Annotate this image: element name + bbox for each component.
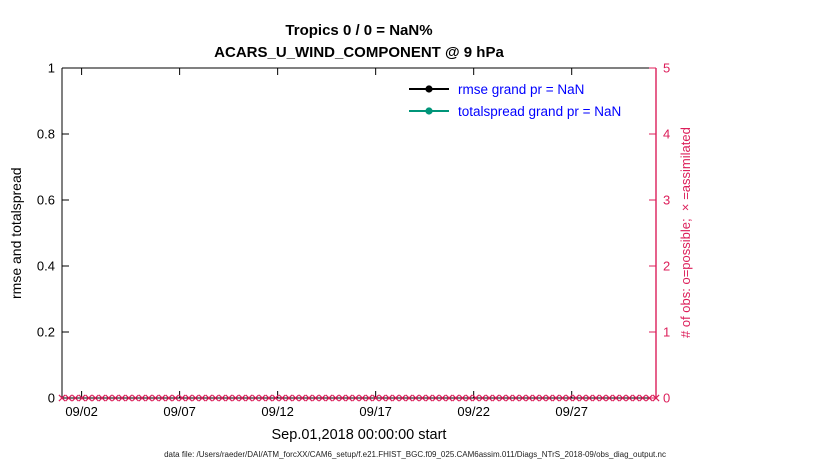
legend-label-totalspread: totalspread grand pr = NaN: [458, 103, 622, 119]
y-tick-label-left: 0.8: [37, 127, 55, 142]
y-tick-label-left: 0: [48, 391, 55, 406]
y-tick-label-right: 0: [663, 391, 670, 406]
x-axis: 09/02 09/07 09/12 09/17 09/22 09/27: [65, 68, 588, 419]
data-file-path: data file: /Users/raeder/DAI/ATM_forcXX/…: [164, 450, 666, 459]
y-tick-label-right: 3: [663, 193, 670, 208]
y-axis-left: 0 0.2 0.4 0.6 0.8 1: [37, 61, 69, 406]
chart-title-line2: ACARS_U_WIND_COMPONENT @ 9 hPa: [214, 44, 504, 61]
y-tick-label-right: 4: [663, 127, 670, 142]
x-tick-label: 09/07: [163, 404, 196, 419]
legend-entry-totalspread: totalspread grand pr = NaN: [408, 100, 621, 122]
chart-title-line1: Tropics 0 / 0 = NaN%: [285, 22, 433, 39]
y-tick-label-right: 5: [663, 61, 670, 76]
obs-count-markers: [58, 394, 660, 402]
x-tick-label: 09/17: [359, 404, 392, 419]
y-tick-label-right: 2: [663, 259, 670, 274]
y-tick-label-left: 0.6: [37, 193, 55, 208]
legend-entry-rmse: rmse grand pr = NaN: [408, 78, 621, 100]
rmse-line-marker-icon: [409, 85, 449, 93]
totalspread-line-marker-icon: [409, 107, 449, 115]
y-tick-label-left: 1: [48, 61, 55, 76]
x-tick-label: 09/22: [457, 404, 490, 419]
legend-label-rmse: rmse grand pr = NaN: [458, 81, 585, 97]
legend: rmse grand pr = NaN totalspread grand pr…: [408, 78, 621, 122]
x-tick-label: 09/02: [65, 404, 98, 419]
x-axis-label: Sep.01,2018 00:00:00 start: [271, 427, 447, 443]
axes-box: [61, 67, 657, 399]
y-axis-right: 0 1 2 3 4 5: [649, 61, 670, 406]
y-tick-label-right: 1: [663, 325, 670, 340]
y-axis-label-right: # of obs: o=possible; ×=assimilated: [678, 127, 693, 339]
y-tick-label-left: 0.4: [37, 259, 55, 274]
y-axis-label-left: rmse and totalspread: [8, 167, 24, 299]
y-tick-label-left: 0.2: [37, 325, 55, 340]
x-tick-label: 09/12: [261, 404, 294, 419]
x-tick-label: 09/27: [555, 404, 588, 419]
